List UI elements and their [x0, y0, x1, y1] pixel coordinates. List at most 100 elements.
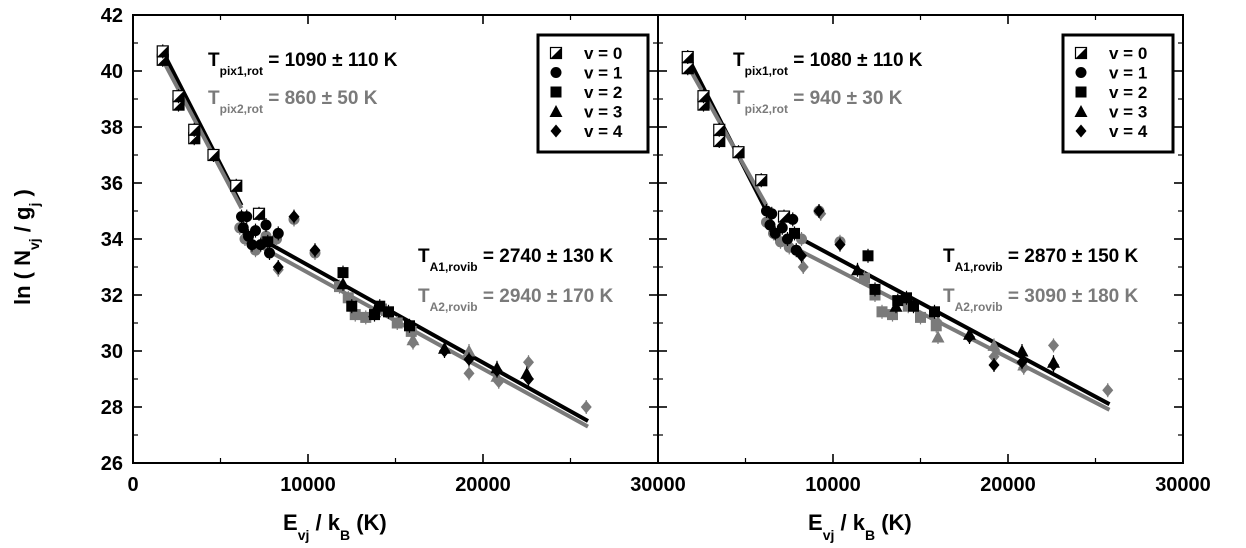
fit-line [790, 231, 1111, 406]
data-point [404, 320, 415, 332]
data-point [407, 336, 419, 350]
legend-circle-marker [550, 67, 562, 78]
legend-triangle-marker [1074, 105, 1088, 117]
data-point [764, 219, 776, 231]
data-point [405, 325, 417, 337]
x-axis-label: Evj / kB (K) [283, 510, 387, 543]
x-axis-label: Evj / kB (K) [808, 510, 912, 543]
data-point [776, 222, 788, 234]
data-point [1016, 355, 1028, 369]
legend-label: v = 4 [1109, 122, 1148, 141]
fit-line [245, 237, 589, 429]
legend-label: v = 1 [584, 64, 622, 83]
data-point [862, 250, 874, 262]
data-point [252, 207, 266, 220]
data-point [580, 400, 592, 414]
legend: v = 0v = 1v = 2v = 3v = 4 [536, 33, 650, 154]
data-point [260, 219, 272, 231]
legend-label: v = 0 [584, 44, 622, 63]
data-point [1015, 344, 1029, 357]
rovib-temp-a2: TA2,rovib = 3090 ± 180 K [943, 286, 1139, 314]
data-point [929, 306, 940, 318]
data-point [346, 300, 358, 312]
legend: v = 0v = 1v = 2v = 3v = 4 [1061, 33, 1175, 154]
data-point [892, 295, 904, 307]
data-point [262, 236, 274, 248]
data-point [859, 272, 870, 284]
data-point [755, 174, 768, 187]
data-point [463, 366, 475, 380]
data-point [272, 260, 284, 274]
data-point [834, 238, 846, 252]
legend-circle-marker [1075, 67, 1087, 78]
data-point [1048, 338, 1059, 352]
legend-label: v = 3 [584, 103, 622, 122]
data-point [889, 299, 903, 312]
data-point [681, 62, 694, 75]
data-point [391, 317, 403, 329]
data-point [766, 208, 778, 220]
data-point [383, 306, 394, 318]
x-tick-label: 10000 [280, 474, 336, 496]
fit-line [686, 64, 769, 207]
data-point [368, 305, 381, 318]
legend-label: v = 3 [1109, 103, 1147, 122]
y-tick-label: 42 [101, 5, 123, 27]
y-tick-label: 34 [101, 229, 124, 251]
data-point [813, 204, 825, 218]
rovib-temp-a1: TA1,rovib = 2740 ± 130 K [418, 246, 614, 274]
data-point [207, 148, 220, 162]
data-point [988, 350, 1000, 364]
legend-half-square-marker [1074, 46, 1088, 60]
data-point [336, 277, 350, 290]
data-point [987, 338, 1001, 351]
data-point [523, 372, 534, 386]
data-point [439, 344, 450, 358]
data-point [713, 123, 726, 136]
y-axis-label: ln ( Nvj / gj ) [10, 189, 42, 305]
data-point [876, 306, 888, 318]
rot-temp-pix2: Tpix2,rot = 860 ± 50 K [208, 88, 378, 116]
data-point [851, 263, 864, 276]
data-point [230, 179, 243, 192]
y-tick-label: 32 [101, 285, 123, 307]
data-point [732, 146, 745, 159]
y-tick-label: 36 [101, 173, 123, 195]
x-tick-label: 20000 [980, 474, 1036, 496]
legend-label: v = 1 [1109, 64, 1147, 83]
data-point [1048, 358, 1059, 372]
data-point [931, 330, 945, 343]
legend-square-marker [1075, 86, 1087, 98]
data-point [237, 222, 249, 234]
fit-line [265, 240, 589, 423]
data-point [797, 260, 809, 274]
y-tick-label: 28 [101, 397, 123, 419]
data-point [349, 309, 361, 321]
y-tick-label: 30 [101, 341, 123, 363]
data-point [337, 267, 349, 279]
data-point [887, 309, 898, 321]
legend-label: v = 4 [584, 122, 623, 141]
data-point [915, 311, 926, 323]
data-point [713, 134, 726, 148]
data-point [869, 283, 881, 295]
data-point [901, 292, 912, 304]
data-point [463, 352, 475, 366]
data-point [964, 330, 975, 344]
data-point [1102, 383, 1114, 397]
data-point [796, 249, 807, 263]
data-point [250, 225, 261, 237]
legend-label: v = 0 [1109, 44, 1147, 63]
data-point [288, 210, 300, 224]
data-point [374, 300, 386, 312]
x-tick-label: 30000 [630, 474, 686, 496]
data-point [156, 45, 169, 58]
data-point [493, 375, 505, 389]
data-point [789, 227, 800, 239]
legend-diamond-marker [550, 124, 562, 138]
x-tick-label: 30000 [1155, 474, 1211, 496]
rot-temp-pix2: Tpix2,rot = 940 ± 30 K [733, 88, 903, 116]
data-point [462, 344, 476, 357]
data-point [681, 50, 694, 64]
